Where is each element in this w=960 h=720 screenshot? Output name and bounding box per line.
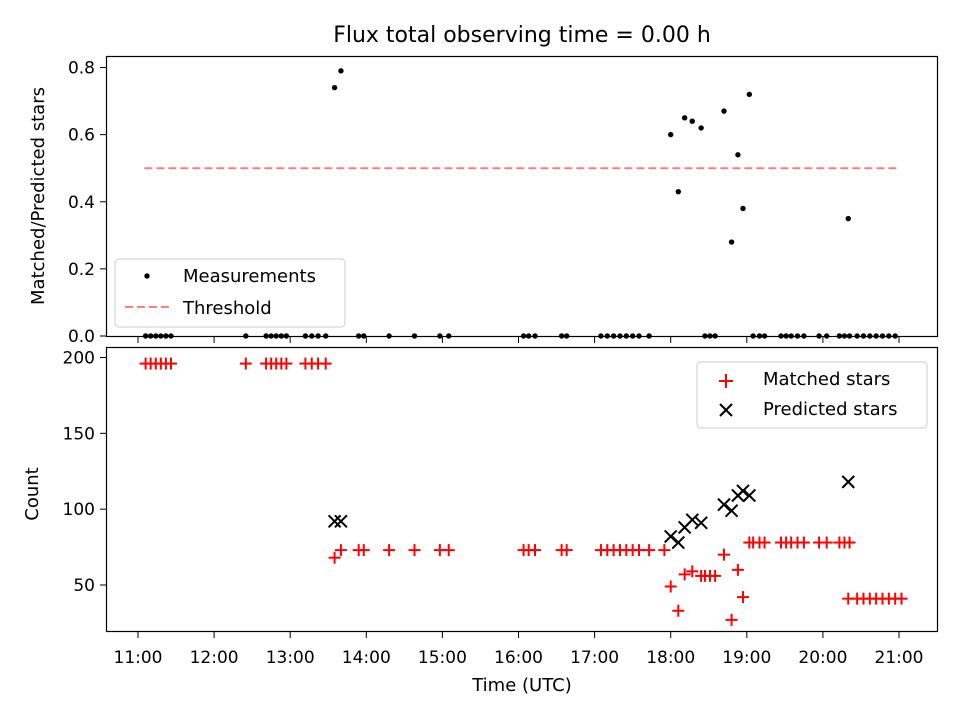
x-tick-label: 14:00 bbox=[342, 648, 391, 668]
predicted-star-point bbox=[671, 535, 686, 550]
legend-measurements-label: Measurements bbox=[183, 266, 316, 287]
matched-star-point bbox=[408, 544, 421, 557]
predicted-star-point bbox=[736, 484, 750, 498]
matched-star-point bbox=[709, 569, 722, 582]
bottom-y-tick-label: 100 bbox=[63, 500, 95, 520]
measurement-point bbox=[698, 125, 704, 131]
legend-measurements-marker bbox=[144, 273, 150, 279]
measurement-point bbox=[721, 108, 727, 114]
matched-star-point bbox=[643, 544, 656, 557]
measurement-point bbox=[746, 91, 753, 98]
matched-star-point bbox=[357, 544, 370, 557]
legend-matched-marker bbox=[719, 374, 733, 388]
measurement-point bbox=[728, 239, 735, 245]
top-x-ticks bbox=[137, 336, 900, 343]
x-tick-label: 21:00 bbox=[875, 648, 924, 668]
matched-star-point bbox=[731, 563, 744, 576]
bottom-x-axis: 11:00 12:00 13:00 14:00 15:00 16:00 17:00 18:00… bbox=[114, 631, 924, 668]
measurement-point bbox=[681, 115, 688, 121]
bottom-legend: Matched stars Predicted stars bbox=[696, 361, 928, 429]
top-panel: 0.00.20.40.60.8 Matched/Predicted stars … bbox=[28, 55, 939, 347]
x-tick-label: 17:00 bbox=[570, 648, 619, 668]
matched-star-point bbox=[383, 544, 396, 557]
matched-star-point bbox=[658, 544, 671, 557]
x-tick-label: 11:00 bbox=[114, 648, 163, 668]
top-plot-frame bbox=[105, 55, 939, 338]
matched-star-point bbox=[717, 548, 730, 561]
measurement-point bbox=[740, 205, 746, 212]
matched-star-point bbox=[758, 536, 771, 549]
bottom-plot-frame bbox=[105, 346, 939, 633]
top-legend: Measurements Threshold bbox=[114, 258, 346, 328]
legend-threshold-label: Threshold bbox=[182, 298, 272, 319]
measurement-point bbox=[668, 131, 674, 138]
predicted-star-point bbox=[694, 516, 708, 530]
matched-star-point bbox=[280, 357, 293, 370]
matched-star-point bbox=[843, 536, 856, 549]
chart-title: Flux total observing time = 0.00 h bbox=[333, 23, 711, 48]
x-tick-label: 12:00 bbox=[190, 648, 239, 668]
legend-predicted-label: Predicted stars bbox=[763, 399, 897, 420]
matched-star-point bbox=[319, 357, 332, 370]
bottom-y-axis-label: Count bbox=[22, 467, 43, 520]
matched-star-point bbox=[328, 551, 341, 564]
bottom-y-tick-label: 50 bbox=[73, 576, 95, 596]
matched-star-point bbox=[528, 544, 541, 557]
measurement-point bbox=[675, 188, 682, 195]
top-y-tick-label: 0.0 bbox=[68, 327, 95, 347]
matched-star-point bbox=[736, 591, 749, 604]
bottom-y-tick-label: 200 bbox=[63, 349, 95, 369]
bottom-legend-box bbox=[696, 361, 928, 429]
top-y-tick-label: 0.6 bbox=[68, 126, 95, 146]
legend-predicted-marker bbox=[719, 403, 733, 417]
predicted-star-point bbox=[724, 503, 739, 518]
matched-star-point bbox=[560, 544, 573, 557]
matched-star-point bbox=[334, 544, 347, 557]
matched-star-point bbox=[797, 536, 810, 549]
matched-star-point bbox=[895, 592, 908, 605]
x-tick-label: 19:00 bbox=[722, 648, 771, 668]
measurement-point bbox=[338, 68, 344, 74]
x-tick-label: 18:00 bbox=[646, 648, 695, 668]
legend-matched-label: Matched stars bbox=[763, 369, 890, 390]
top-y-axis-label: Matched/Predicted stars bbox=[28, 87, 49, 305]
matched-star-point bbox=[686, 565, 699, 578]
matched-star-point bbox=[632, 544, 645, 557]
top-y-axis: 0.0 0.2 0.4 0.6 0.8 bbox=[68, 59, 107, 347]
matched-star-point bbox=[820, 536, 833, 549]
x-tick-label: 16:00 bbox=[494, 648, 543, 668]
matched-star-point bbox=[239, 357, 252, 370]
matched-star-point bbox=[664, 580, 677, 593]
bottom-plot-marks bbox=[139, 357, 908, 626]
bottom-panel: 50 100 150 200 11:00 12:00 13:00 14:00 15:00 16:… bbox=[22, 346, 939, 696]
predicted-star-point bbox=[327, 514, 342, 529]
predicted-star-point bbox=[841, 475, 855, 489]
x-tick-label: 13:00 bbox=[266, 648, 315, 668]
matched-star-point bbox=[725, 613, 738, 626]
predicted-star-point bbox=[685, 513, 699, 527]
predicted-star-point bbox=[334, 514, 348, 529]
bottom-y-axis: 50 100 150 200 bbox=[63, 349, 107, 596]
top-legend-box bbox=[114, 258, 346, 328]
predicted-star-point bbox=[663, 529, 678, 544]
top-y-tick-label: 0.8 bbox=[68, 59, 95, 79]
matched-star-point bbox=[678, 568, 691, 581]
predicted-star-point bbox=[742, 488, 757, 503]
matched-star-point bbox=[164, 357, 177, 370]
measurement-point bbox=[845, 215, 851, 222]
top-y-tick-label: 0.4 bbox=[68, 193, 95, 213]
measurement-point bbox=[735, 152, 741, 158]
top-y-tick-label: 0.2 bbox=[68, 260, 95, 280]
predicted-star-point bbox=[717, 497, 731, 512]
x-axis-label: Time (UTC) bbox=[471, 675, 572, 696]
matched-star-point bbox=[672, 604, 685, 617]
x-tick-label: 20:00 bbox=[798, 648, 847, 668]
measurement-point bbox=[689, 118, 695, 124]
bottom-y-tick-label: 150 bbox=[63, 424, 95, 444]
measurement-point bbox=[331, 84, 338, 91]
x-tick-label: 15:00 bbox=[418, 648, 467, 668]
matched-star-point bbox=[442, 544, 455, 557]
